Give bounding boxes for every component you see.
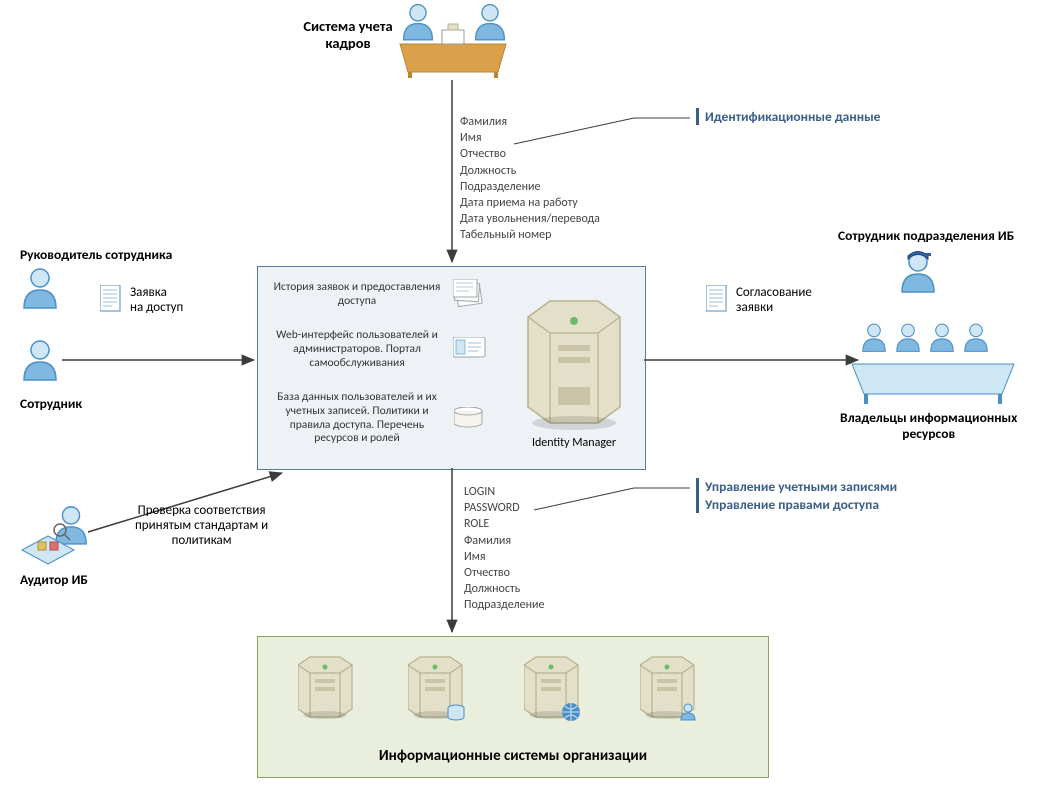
center-row2: Web-интерфейс пользователей и администра…	[272, 329, 442, 370]
org-systems-title: Информационные системы организации	[258, 748, 768, 765]
request-doc-icon	[100, 285, 124, 315]
supervisor-label: Руководитель сотрудника	[20, 247, 172, 263]
hr-callout: Идентификационные данные	[696, 108, 880, 125]
auditor-icon	[20, 498, 92, 575]
employee-label: Сотрудник	[20, 396, 82, 412]
account-callout: Управление учетными записями Управление …	[696, 478, 897, 513]
center-row3: База данных пользователей и их учетных з…	[272, 391, 442, 446]
owners-icon	[850, 322, 1020, 417]
auditor-label: Аудитор ИБ	[20, 572, 88, 588]
server-icon	[524, 295, 624, 440]
server-label: Identity Manager	[526, 437, 622, 451]
approval-label: Согласование заявки	[736, 286, 812, 316]
org-systems-box: Информационные системы организации	[257, 636, 769, 778]
auditor-text: Проверка соответствия принятым стандарта…	[135, 504, 268, 549]
request-label: Заявка на доступ	[130, 286, 183, 316]
security-label: Сотрудник подразделения ИБ	[838, 228, 1014, 244]
account-fields-list: LOGIN PASSWORD ROLE Фамилия Имя Отчество…	[464, 484, 545, 614]
identity-manager-box: История заявок и предоставления доступа …	[257, 266, 646, 470]
owners-label: Владельцы информационных ресурсов	[840, 410, 1017, 441]
hr-title: Система учета кадров	[298, 18, 398, 51]
security-person-icon	[898, 248, 944, 302]
center-row1: История заявок и предоставления доступа	[272, 281, 442, 309]
approval-doc-icon	[706, 285, 730, 315]
hr-desk-icon	[394, 0, 514, 85]
